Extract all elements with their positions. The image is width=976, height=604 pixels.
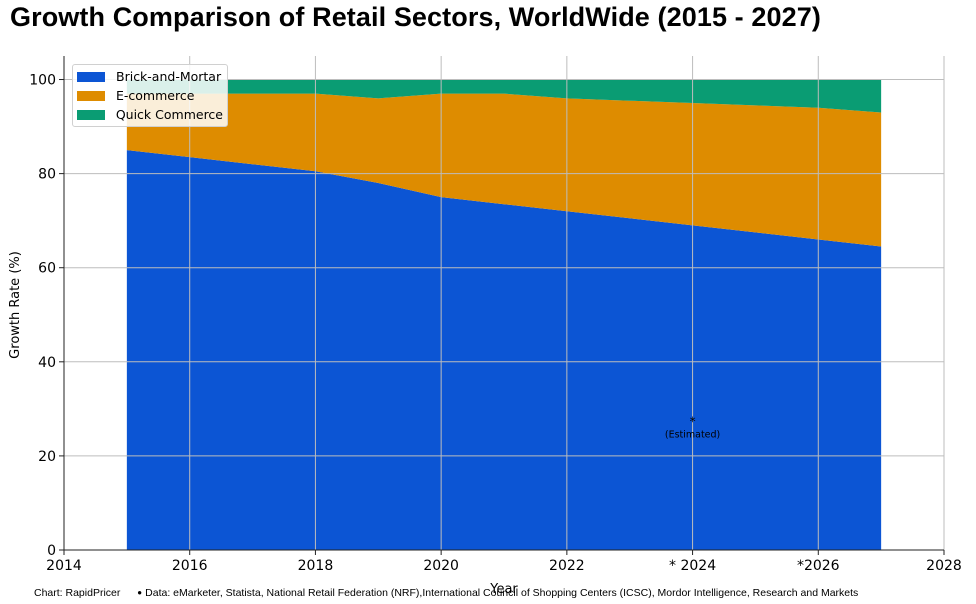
- chart-footer: Chart: RapidPricer ● Data: eMarketer, Sta…: [34, 587, 858, 599]
- legend-label: E-commerce: [116, 88, 195, 103]
- x-tick-label: 2016: [172, 558, 208, 574]
- y-tick-labels: 0 20 40 60 80 100: [29, 73, 64, 559]
- y-tick-label: 80: [38, 167, 56, 183]
- legend-item-quick-commerce[interactable]: Quick Commerce: [77, 105, 223, 124]
- data-source: ● Data: eMarketer, Statista, National Ret…: [137, 587, 858, 599]
- x-tick-label: 2020: [423, 558, 459, 574]
- y-axis-label: Growth Rate (%): [8, 251, 23, 359]
- legend-swatch: [77, 109, 105, 120]
- data-source-text: Data: eMarketer, Statista, National Reta…: [145, 587, 859, 599]
- axes: [63, 56, 944, 551]
- bullet-icon: ●: [137, 588, 143, 597]
- legend-label: Quick Commerce: [115, 107, 223, 122]
- legend-item-e-commerce[interactable]: E-commerce: [77, 86, 223, 105]
- annotation-asterisk: *: [690, 414, 696, 428]
- chart-credit: Chart: RapidPricer: [34, 587, 121, 599]
- x-tick-labels: 2014 2016 2018 2020 2022 * 2024 *2026 2028: [46, 550, 962, 574]
- estimated-annotation: * (Estimated): [665, 414, 720, 440]
- annotation-text: (Estimated): [665, 429, 720, 440]
- gridlines: [64, 56, 945, 550]
- legend: Brick-and-Mortar E-commerce Quick Commer…: [72, 64, 228, 127]
- x-tick-label: 2028: [926, 558, 962, 574]
- x-tick-label: 2022: [549, 558, 585, 574]
- y-tick-label: 0: [47, 543, 56, 559]
- legend-label: Brick-and-Mortar: [116, 69, 222, 84]
- legend-item-brick-and-mortar[interactable]: Brick-and-Mortar: [77, 67, 223, 86]
- x-tick-label: *2026: [797, 558, 840, 574]
- area-layers: [126, 79, 882, 550]
- legend-swatch: [77, 90, 105, 101]
- y-tick-label: 40: [38, 355, 56, 371]
- y-tick-label: 20: [38, 449, 56, 465]
- x-tick-label: * 2024: [669, 558, 716, 574]
- y-tick-label: 100: [29, 73, 56, 89]
- x-tick-label: 2018: [298, 558, 334, 574]
- x-axis-label: Year: [489, 582, 518, 597]
- y-tick-label: 60: [38, 261, 56, 277]
- chart-title: Growth Comparison of Retail Sectors, Wor…: [10, 2, 821, 32]
- legend-swatch: [77, 71, 105, 82]
- x-tick-label: 2014: [46, 558, 82, 574]
